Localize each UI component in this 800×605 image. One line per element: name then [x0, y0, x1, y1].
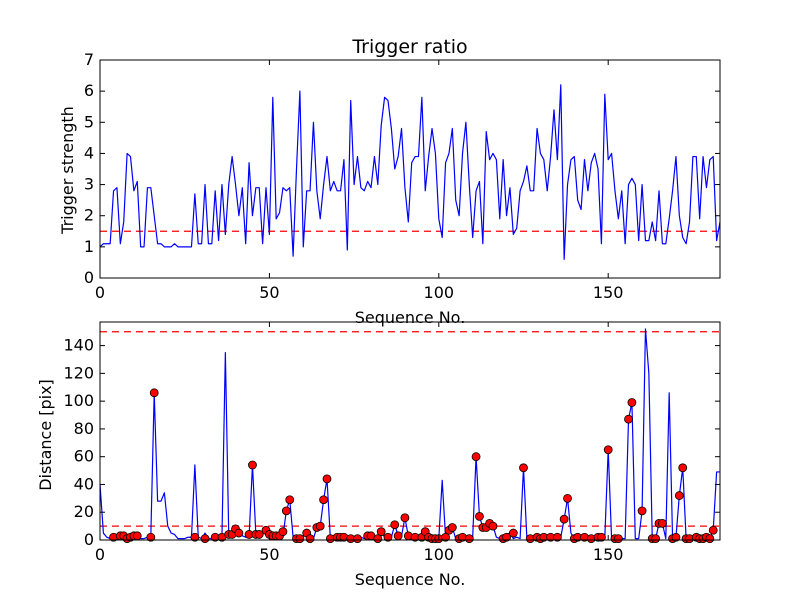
chart-title: Trigger ratio [351, 36, 467, 58]
y-tick-label: 6 [84, 81, 94, 100]
data-point-marker [613, 534, 623, 544]
data-point-marker [637, 506, 647, 516]
data-point-marker [390, 520, 400, 530]
data-point-marker [488, 521, 498, 531]
distance-panel: Distance [pix] Sequence No. 0 50 100 150 0 20… [36, 321, 721, 589]
data-point-marker [671, 532, 681, 542]
data-point-marker [353, 534, 362, 544]
y-tick-label: 120 [63, 363, 94, 382]
data-point-marker [502, 532, 511, 542]
data-point-marker [441, 532, 450, 542]
y-tick-label: 0 [84, 530, 94, 549]
data-point-marker [319, 495, 329, 505]
data-point-marker [559, 514, 569, 524]
y-tick-label: 0 [84, 268, 94, 287]
data-point-marker [132, 531, 142, 541]
data-point-marker [508, 528, 518, 538]
y-tick-label: 40 [74, 474, 94, 493]
y-tick-label: 100 [63, 391, 94, 410]
x-tick-label: 50 [259, 545, 279, 564]
data-point-marker [447, 523, 457, 532]
x-tick-label: 0 [95, 545, 105, 564]
data-point-marker [400, 513, 410, 523]
data-point-marker [373, 534, 383, 544]
data-point-marker [651, 534, 661, 544]
data-point-marker [393, 531, 403, 541]
y-tick-label: 1 [84, 237, 94, 256]
x-axis-label: Sequence No. [355, 308, 466, 327]
y-tick-label: 20 [74, 502, 94, 521]
y-tick-label: 140 [63, 336, 94, 355]
data-point-marker [281, 506, 291, 516]
data-point-marker [519, 463, 528, 473]
data-point-marker [315, 521, 325, 531]
data-point-marker [146, 532, 156, 542]
y-axis-label: Distance [pix] [36, 379, 55, 491]
data-point-marker [658, 518, 667, 528]
x-tick-label: 150 [593, 283, 624, 302]
data-point-marker [597, 532, 606, 542]
data-point-marker [678, 463, 688, 473]
x-tick-label: 50 [259, 283, 279, 302]
x-tick-label: 100 [424, 283, 455, 302]
plot-area: 0 50 100 150 0 1 2 3 4 5 6 7 [84, 50, 721, 302]
y-tick-label: 4 [84, 143, 94, 162]
y-tick-label: 60 [74, 447, 94, 466]
data-point-marker [708, 525, 718, 535]
x-axis-label: Sequence No. [355, 570, 466, 589]
data-point-marker [563, 493, 572, 503]
y-axis-label: Trigger strength [58, 106, 77, 235]
y-tick-label: 5 [84, 112, 94, 131]
data-point-marker [248, 460, 257, 470]
x-tick-label: 100 [424, 545, 455, 564]
axes-frame [99, 321, 721, 541]
data-point-marker [285, 495, 295, 505]
data-point-marker [705, 534, 715, 544]
data-point-marker [624, 414, 633, 424]
data-point-marker [305, 534, 315, 544]
y-tick-label: 7 [84, 50, 94, 69]
y-tick-label: 3 [84, 175, 94, 194]
axes-frame [99, 59, 721, 279]
data-point-marker [552, 532, 562, 542]
data-point-marker [322, 474, 332, 484]
data-point-marker [234, 528, 244, 538]
data-point-marker [278, 527, 288, 537]
data-point-marker [383, 532, 393, 542]
x-tick-label: 150 [593, 545, 624, 564]
data-point-marker [376, 527, 386, 537]
data-point-marker [475, 511, 484, 521]
series-line [100, 84, 720, 260]
data-point-marker [254, 530, 264, 539]
plot-area: 0 50 100 150 0 20 40 60 80 100 120 140 [63, 321, 721, 564]
data-point-marker [464, 534, 474, 544]
data-point-marker [190, 532, 200, 542]
x-tick-label: 0 [95, 283, 105, 302]
data-point-marker [674, 491, 684, 500]
data-point-marker [603, 445, 613, 455]
data-point-marker [200, 534, 210, 544]
y-tick-label: 2 [84, 206, 94, 225]
data-point-marker [627, 398, 637, 407]
data-point-marker [471, 452, 481, 462]
data-point-marker [295, 534, 305, 544]
data-point-marker [149, 388, 159, 398]
y-tick-label: 80 [74, 419, 94, 438]
